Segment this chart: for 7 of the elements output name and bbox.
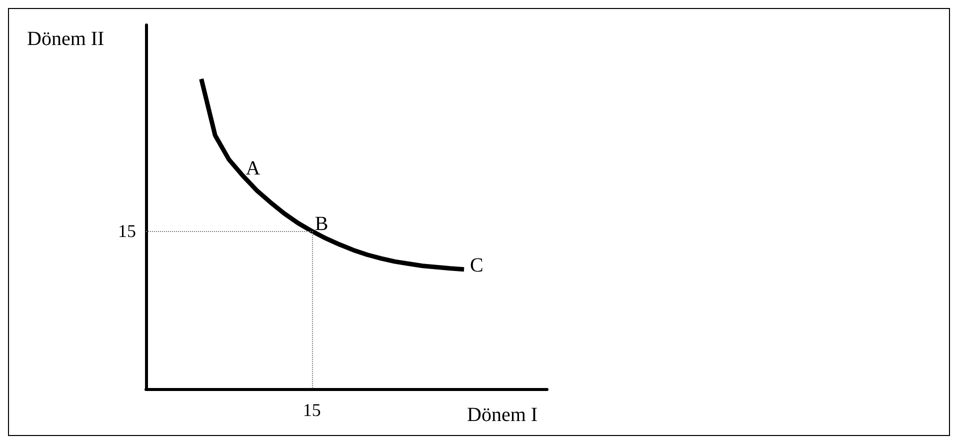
annotation: A <box>246 158 261 180</box>
text: 15 <box>302 400 321 420</box>
x-axis-title: Dönem I <box>467 404 538 426</box>
annotation: B <box>314 213 328 236</box>
text: 15 <box>118 221 136 242</box>
annotation: C <box>470 254 484 276</box>
y-axis-title: Dönem II <box>27 28 104 50</box>
